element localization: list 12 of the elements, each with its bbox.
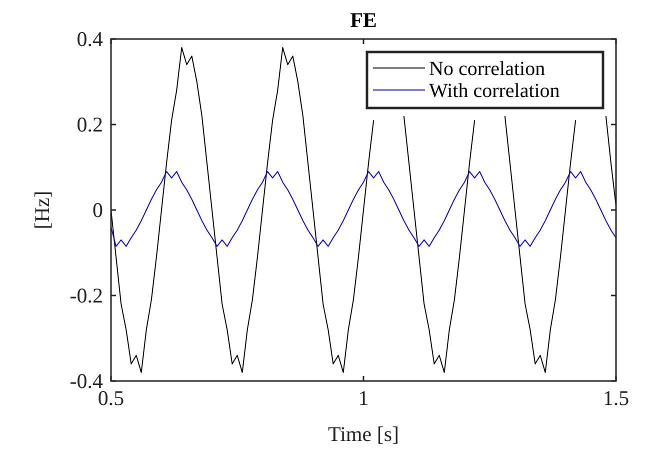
chart-title: FE xyxy=(350,8,377,32)
y-tick-label: 0 xyxy=(92,198,103,222)
y-axis-title: [Hz] xyxy=(30,190,54,230)
y-tick-label: 0.2 xyxy=(76,112,103,136)
y-tick-label: -0.2 xyxy=(70,284,103,308)
legend-label: With correlation xyxy=(429,80,560,102)
line-series xyxy=(110,171,616,247)
x-tick-label: 1.5 xyxy=(602,386,630,410)
legend-label: No correlation xyxy=(429,58,546,80)
x-tick-label: 1 xyxy=(358,386,369,410)
y-tick-label: 0.4 xyxy=(76,27,104,51)
x-axis-title: Time [s] xyxy=(328,422,399,446)
